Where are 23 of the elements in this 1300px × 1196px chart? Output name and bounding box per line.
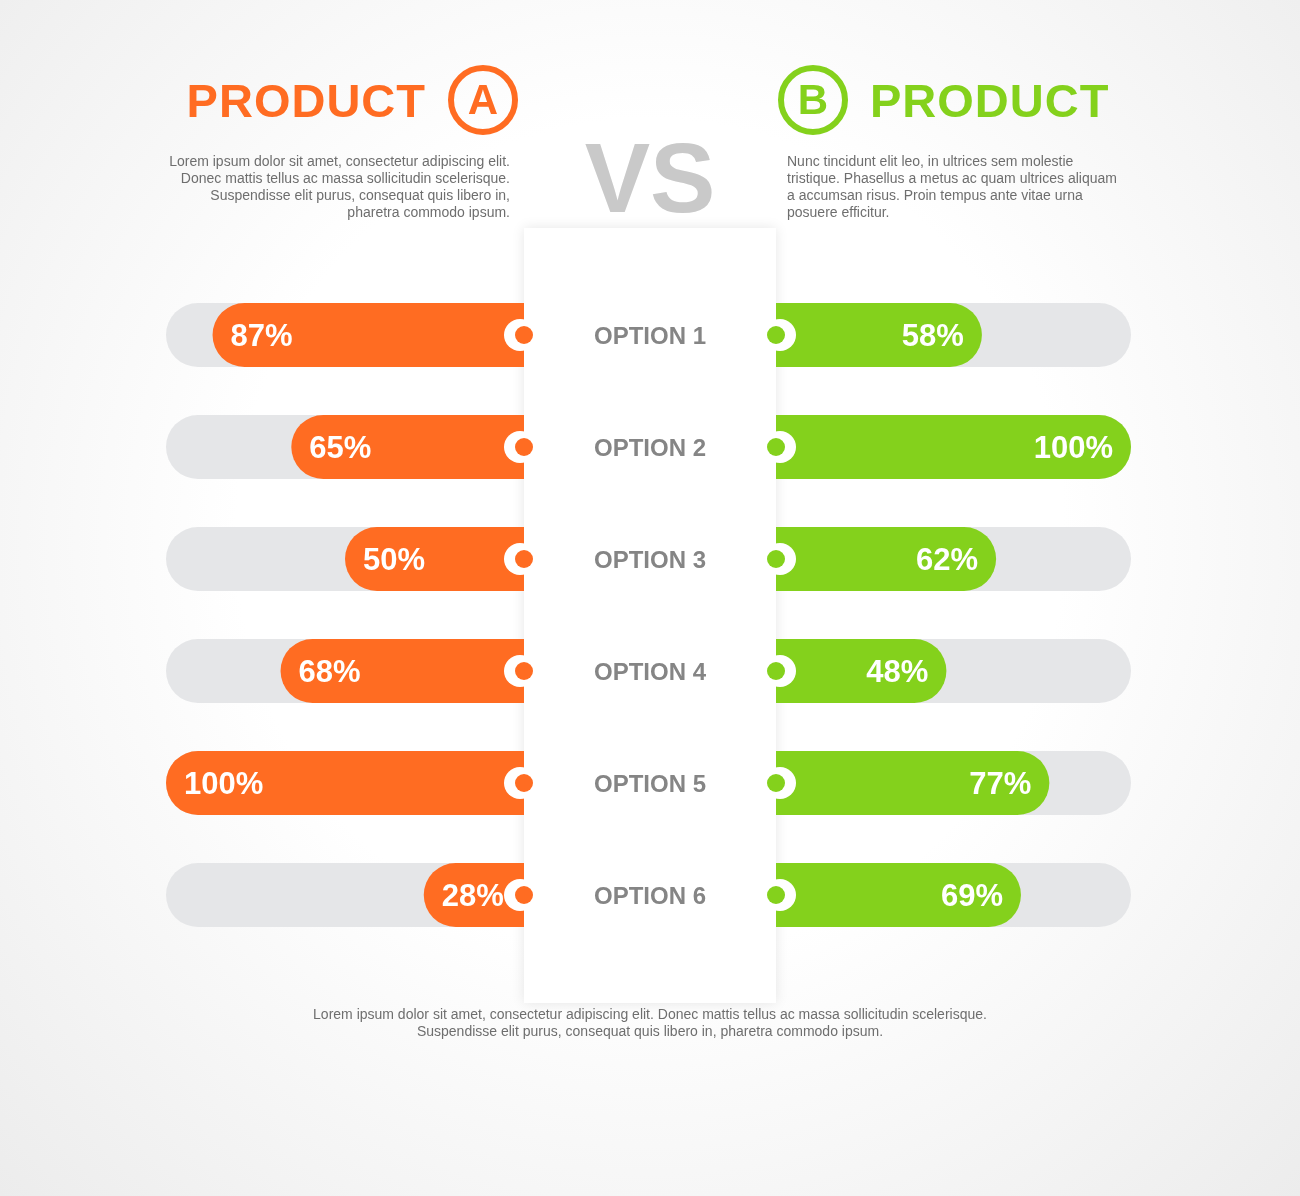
data-label: 68% (298, 653, 361, 689)
chart-subtitle: Lorem ipsum dolor sit amet, consectetur adipiscing elit. Donec mattis tellus ac massa sollicitudin scelerisque. Suspendisse elit purus, consequat quis libero in, pharetra commodo ipsum. (168, 153, 510, 221)
chart-title: PRODUCT A (186, 72, 500, 129)
data-label: 48% (866, 653, 929, 689)
text: Lorem ipsum dolor sit amet, consectetur adipiscing elit. Donec mattis tellus ac massa sollicitudin scelerisque. Suspendisse elit purus, consequat quis libero in, pharetra commodo ipsum. (312, 1006, 988, 1040)
data-label: 77% (969, 765, 1032, 801)
data-label: 100% (1033, 429, 1113, 465)
data-label: 69% (940, 877, 1003, 913)
y-tick-label: OPTION 6 (593, 881, 707, 909)
y-tick-label: OPTION 3 (593, 545, 707, 573)
y-tick-label: OPTION 2 (593, 433, 707, 461)
y-tick-label: OPTION 4 (593, 657, 707, 685)
data-label: 28% (441, 877, 504, 913)
data-label: 62% (916, 541, 979, 577)
y-tick-label: OPTION 1 (593, 321, 707, 349)
data-label: 100% (184, 765, 264, 801)
chart-title: B PRODUCT (796, 72, 1110, 129)
data-label: 50% (363, 541, 426, 577)
data-label: 58% (901, 317, 964, 353)
chart-subtitle: Nunc tincidunt elit leo, in ultrices sem molestie tristique. Phasellus a metus ac quam ultrices aliquam a accumsan risus. Proin tempus ante vitae urna posuere efficitur. (787, 153, 1118, 221)
data-label: 65% (309, 429, 372, 465)
y-tick-label: OPTION 5 (593, 769, 707, 797)
data-label: 87% (230, 317, 293, 353)
